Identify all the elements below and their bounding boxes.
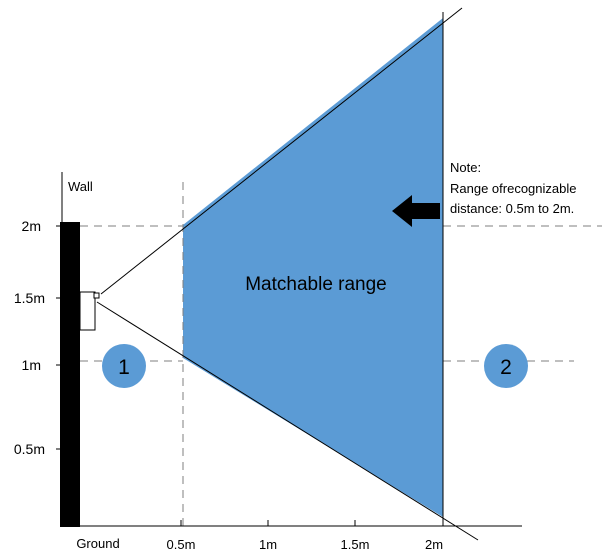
y-tick-label: 2m (22, 218, 41, 234)
matchable-range-area (183, 18, 443, 517)
matchable-range-label: Matchable range (245, 274, 387, 295)
badge-2-label: 2 (500, 356, 512, 379)
badge-2: 2 (484, 344, 528, 388)
note-line-1: Range ofrecognizable (450, 181, 576, 196)
dashed-guides (80, 182, 602, 526)
badge-1: 1 (102, 344, 146, 388)
x-tick-label: 1.5m (341, 537, 370, 552)
x-tick-label: 2m (425, 537, 443, 552)
wall-label: Wall (68, 179, 93, 194)
wall-bar (60, 222, 80, 527)
badge-1-label: 1 (118, 356, 130, 379)
note-line-2: distance: 0.5m to 2m. (450, 201, 574, 216)
left-arrow-icon (392, 195, 440, 227)
y-tick-label: 0.5m (14, 441, 45, 457)
y-tick-label: 1.5m (14, 290, 45, 306)
note: Note: Range ofrecognizable distance: 0.5… (450, 160, 576, 216)
face-terminal-device-icon (79, 291, 100, 331)
note-title: Note: (450, 160, 481, 175)
x-tick-label: 1m (259, 537, 277, 552)
ground-label: Ground (76, 536, 119, 551)
x-tick-label: 0.5m (167, 537, 196, 552)
y-tick-label: 1m (22, 357, 41, 373)
y-tick-labels: 2m 1.5m 1m 0.5m (14, 218, 45, 457)
x-tick-labels: Ground 0.5m 1m 1.5m 2m (76, 536, 443, 552)
sight-lines (96, 7, 479, 541)
